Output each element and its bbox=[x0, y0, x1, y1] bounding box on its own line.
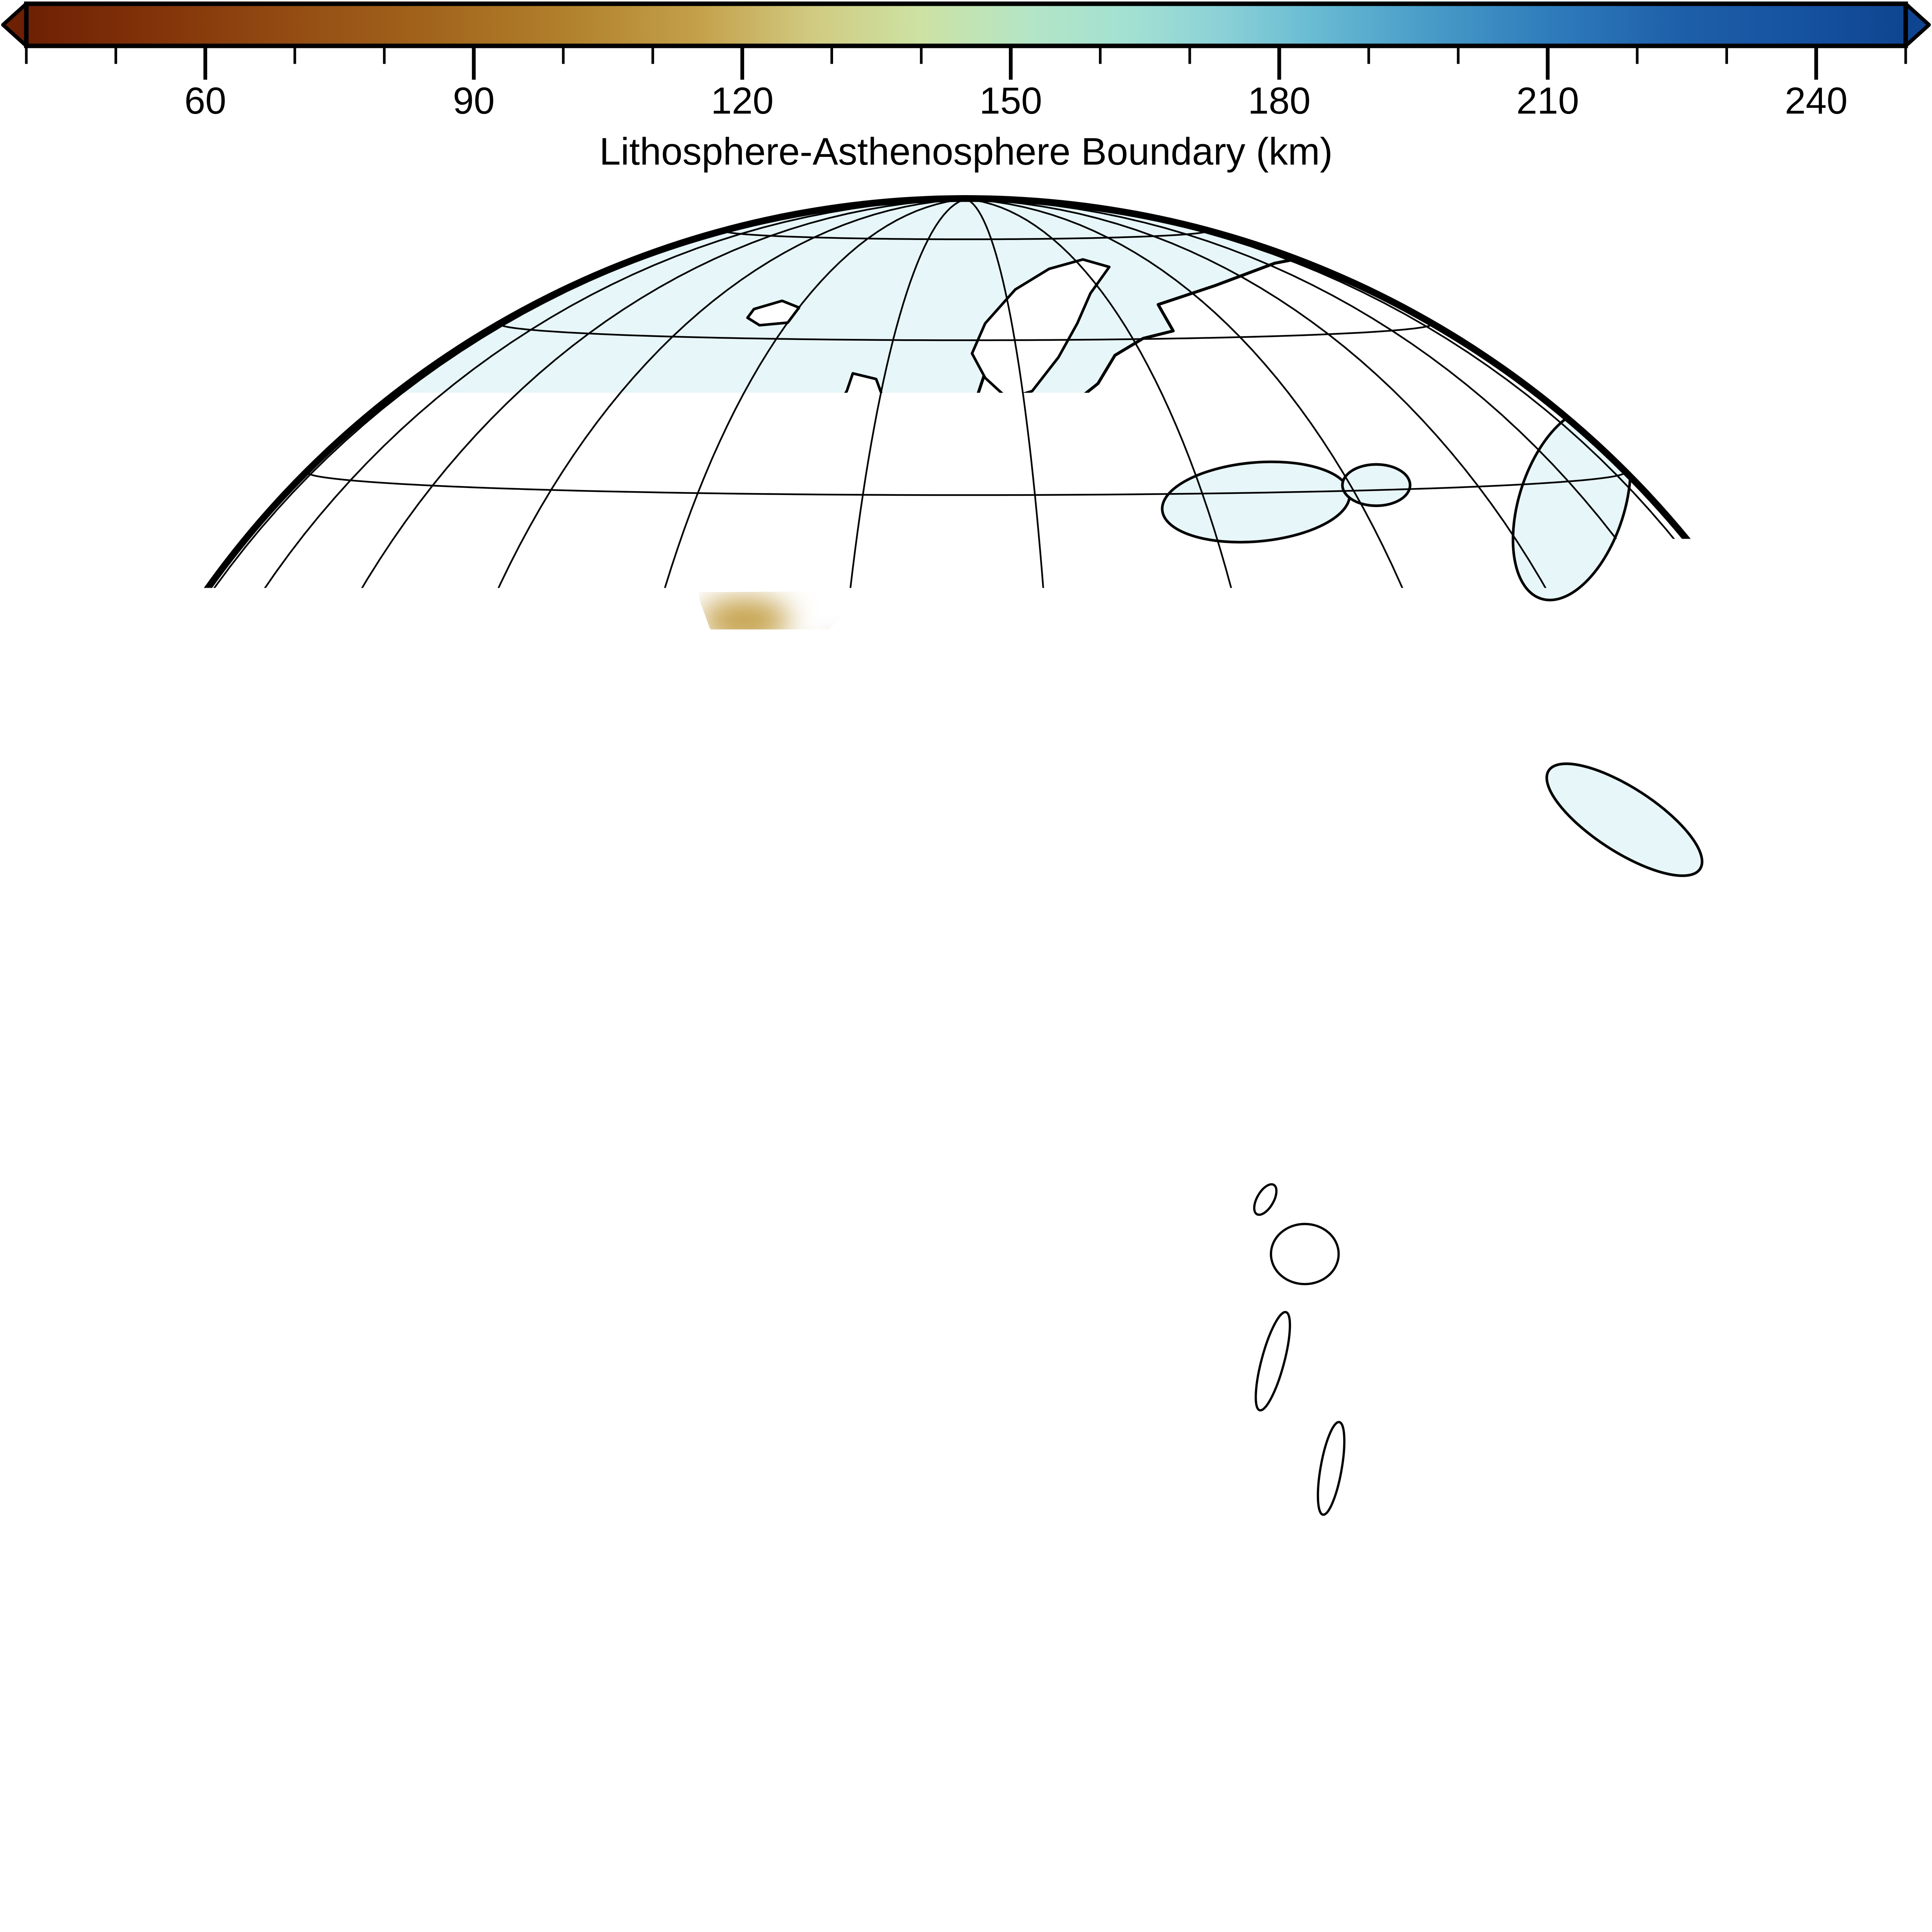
lab-anomaly bbox=[1023, 903, 1218, 1053]
cape-verde-islands bbox=[340, 964, 350, 975]
mascarene-islands bbox=[1666, 1570, 1677, 1581]
lab-anomaly bbox=[1365, 1220, 1422, 1265]
colorbar-tick-label: 240 bbox=[1785, 80, 1847, 122]
lab-anomaly bbox=[1096, 1126, 1239, 1247]
colorbar-gradient-bar bbox=[26, 4, 1906, 46]
lab-depth-globe-figure: 60 90 120 150 180 210 240 Lithosphere-Asthenos… bbox=[0, 0, 1932, 1932]
colorbar-arrow-low bbox=[3, 4, 26, 46]
cyprus-island bbox=[1216, 626, 1258, 645]
colorbar-tick-label: 120 bbox=[711, 80, 774, 122]
sea-of-azov bbox=[1342, 464, 1410, 506]
crete-island bbox=[1090, 655, 1132, 668]
canary-islands bbox=[443, 851, 455, 860]
colorbar-arrow-high bbox=[1906, 4, 1929, 46]
lab-anomaly bbox=[1250, 1104, 1355, 1186]
lake-chad bbox=[983, 981, 1017, 1012]
aral-sea bbox=[1647, 407, 1714, 466]
colorbar-tick-label: 60 bbox=[184, 80, 226, 122]
colorbar-tick-label: 180 bbox=[1248, 80, 1310, 122]
mascarene-islands bbox=[1633, 1603, 1642, 1612]
colorbar-tick-label: 90 bbox=[453, 80, 495, 122]
comoros-islands bbox=[1404, 1416, 1412, 1423]
colorbar-tick-label: 150 bbox=[980, 80, 1042, 122]
comoros-islands bbox=[1421, 1426, 1428, 1432]
corsica-island bbox=[961, 575, 980, 605]
balearic-island bbox=[870, 601, 894, 611]
aegean-anomaly bbox=[1087, 573, 1136, 607]
lab-anomaly bbox=[587, 1004, 639, 1049]
cape-verde-islands bbox=[322, 948, 334, 960]
calabria-anomaly bbox=[1002, 606, 1038, 636]
canary-islands bbox=[461, 856, 475, 866]
lake-victoria bbox=[1271, 1224, 1338, 1284]
colorbar: 60 90 120 150 180 210 240 Lithosphere-Asthenos… bbox=[3, 4, 1929, 173]
lab-anomaly bbox=[876, 1019, 966, 1079]
lab-anomaly bbox=[731, 744, 799, 796]
colorbar-tick-label: 210 bbox=[1516, 80, 1579, 122]
figure-container: 60 90 120 150 180 210 240 Lithosphere-Asthenos… bbox=[0, 0, 1932, 1932]
canary-islands bbox=[483, 861, 494, 868]
colorbar-ticks: 60 90 120 150 180 210 240 bbox=[26, 48, 1906, 122]
colorbar-title: Lithosphere-Asthenosphere Boundary (km) bbox=[599, 130, 1333, 173]
